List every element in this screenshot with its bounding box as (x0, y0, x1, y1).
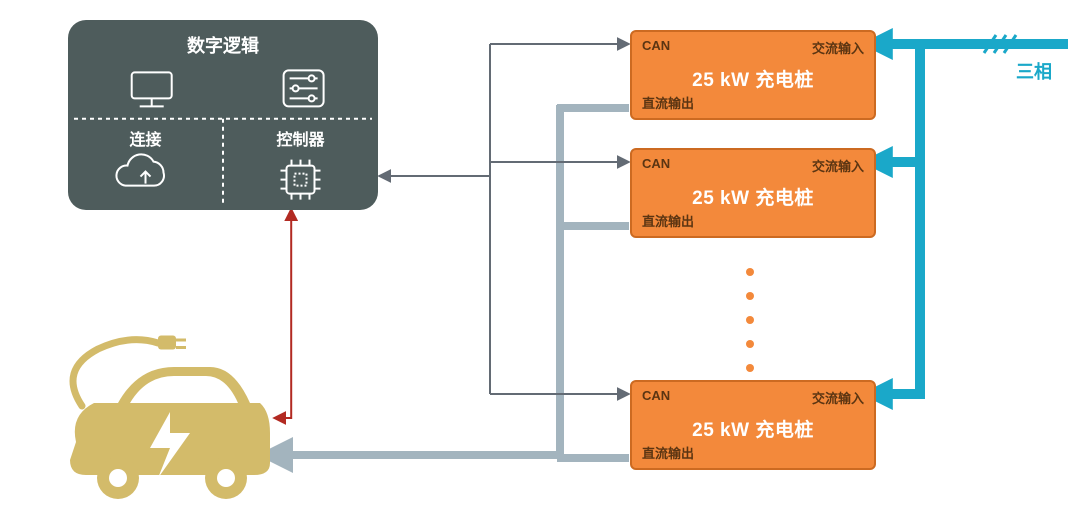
three-phase-marks (984, 35, 1016, 53)
dc-output-label: 直流输出 (642, 211, 694, 230)
ev-car-icon (70, 336, 270, 500)
dc-output-label: 直流输出 (642, 93, 694, 112)
logic-box-icons (68, 20, 378, 210)
can-bus-lines (380, 44, 628, 394)
ellipsis-dot (746, 364, 754, 372)
charger-module: CAN 交流输入 25 kW 充电桩 直流输出 (630, 30, 876, 120)
ac-input-label: 交流输入 (812, 156, 864, 175)
can-port-label: CAN (642, 38, 670, 53)
charger-power-label: 25 kW 充电桩 (632, 65, 874, 92)
charger-power-label: 25 kW 充电桩 (632, 183, 874, 210)
charger-module: CAN 交流输入 25 kW 充电桩 直流输出 (630, 380, 876, 470)
ac-input-label: 交流输入 (812, 388, 864, 407)
ellipsis-dot (746, 316, 754, 324)
charger-module: CAN 交流输入 25 kW 充电桩 直流输出 (630, 148, 876, 238)
can-port-label: CAN (642, 388, 670, 403)
ac-input-label: 交流输入 (812, 38, 864, 57)
ellipsis-dot (746, 292, 754, 300)
digital-logic-box: 数字逻辑 连接 控制器 (68, 20, 378, 210)
dc-output-label: 直流输出 (642, 443, 694, 462)
ellipsis-dot (746, 340, 754, 348)
three-phase-label: 三相 (1016, 58, 1052, 84)
ac-input-lines (880, 43, 1068, 395)
control-line (275, 210, 291, 418)
can-port-label: CAN (642, 156, 670, 171)
charger-power-label: 25 kW 充电桩 (632, 415, 874, 442)
ellipsis-dot (746, 268, 754, 276)
